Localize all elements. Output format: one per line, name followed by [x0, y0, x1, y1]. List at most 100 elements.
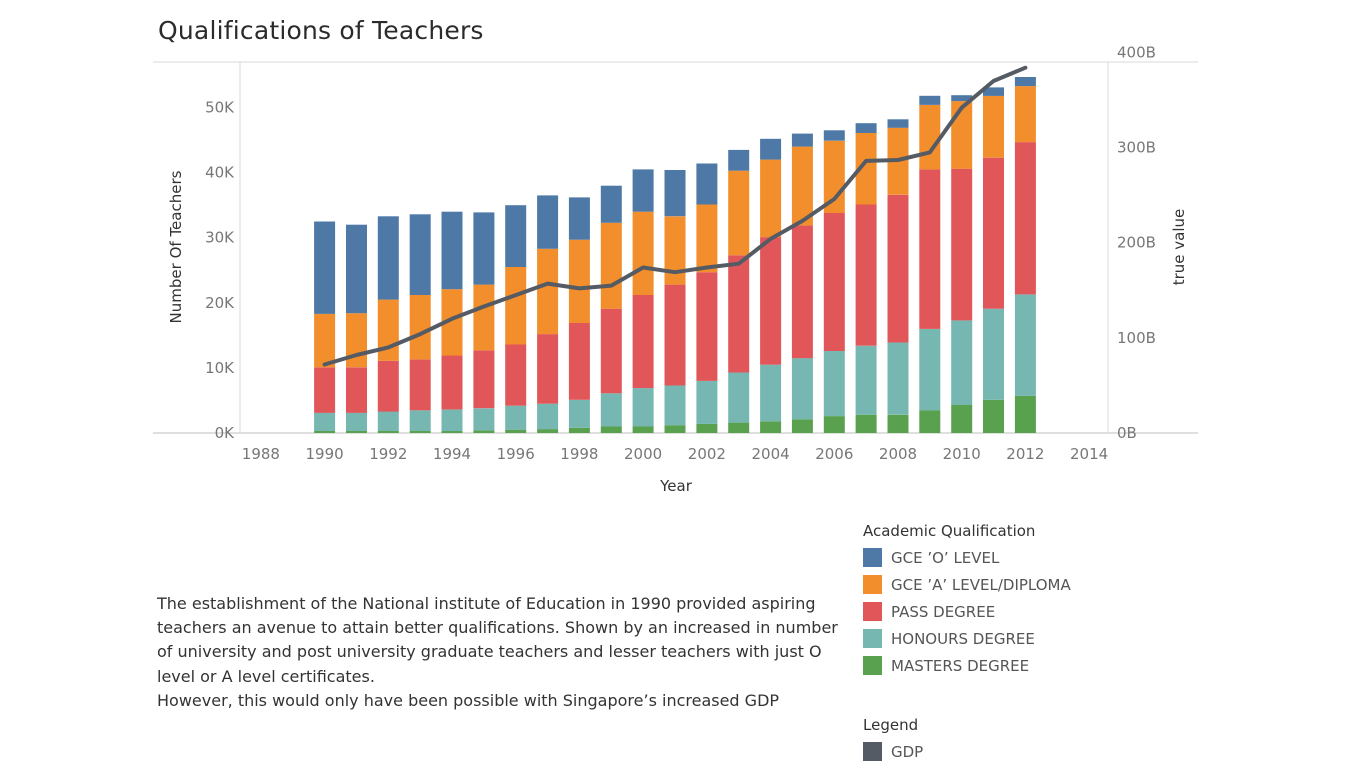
bar-stack-1994[interactable]	[441, 211, 463, 433]
bar-segment[interactable]	[632, 388, 654, 427]
bar-segment[interactable]	[951, 95, 973, 102]
bar-segment[interactable]	[568, 323, 590, 400]
bar-segment[interactable]	[346, 412, 367, 431]
bar-segment[interactable]	[473, 430, 495, 433]
bar-segment[interactable]	[760, 159, 782, 238]
bar-segment[interactable]	[505, 267, 527, 345]
bar-segment[interactable]	[568, 427, 590, 433]
bar-segment[interactable]	[823, 213, 845, 351]
bar-segment[interactable]	[441, 211, 463, 290]
gdp-line-layer[interactable]	[322, 65, 1028, 367]
bar-segment[interactable]	[791, 419, 813, 433]
bar-segment[interactable]	[441, 409, 463, 432]
bar-segment[interactable]	[600, 185, 622, 223]
bar-segment[interactable]	[632, 169, 654, 212]
bar-segment[interactable]	[791, 146, 813, 226]
bar-stack-1991[interactable]	[346, 224, 367, 433]
bar-segment[interactable]	[473, 284, 495, 351]
bar-segment[interactable]	[1014, 142, 1036, 295]
bar-segment[interactable]	[505, 429, 527, 433]
bar-segment[interactable]	[728, 372, 750, 423]
bar-segment[interactable]	[887, 119, 909, 128]
bar-stack-2003[interactable]	[728, 149, 750, 433]
bar-segment[interactable]	[823, 416, 845, 433]
bar-segment[interactable]	[600, 222, 622, 309]
bar-segment[interactable]	[664, 284, 686, 386]
bar-segment[interactable]	[887, 194, 909, 343]
bar-stack-2006[interactable]	[823, 130, 845, 433]
bar-segment[interactable]	[696, 163, 718, 205]
bar-stack-2009[interactable]	[919, 95, 941, 433]
bar-stack-2012[interactable]	[1014, 77, 1036, 433]
bar-segment[interactable]	[728, 149, 750, 171]
bar-segment[interactable]	[1014, 395, 1036, 433]
bar-segment[interactable]	[823, 130, 845, 141]
bar-segment[interactable]	[728, 170, 750, 256]
bar-segment[interactable]	[696, 423, 718, 433]
bar-segment[interactable]	[951, 320, 973, 405]
legend-item-honours-degree[interactable]: HONOURS DEGREE	[863, 625, 1071, 652]
bar-segment[interactable]	[791, 133, 813, 147]
bar-segment[interactable]	[409, 295, 431, 360]
bar-segment[interactable]	[887, 414, 909, 433]
bar-segment[interactable]	[568, 399, 590, 428]
bar-segment[interactable]	[760, 138, 782, 160]
legend-item-pass-degree[interactable]: PASS DEGREE	[863, 598, 1071, 625]
bar-segment[interactable]	[696, 204, 718, 273]
bar-segment[interactable]	[1014, 77, 1036, 87]
bar-segment[interactable]	[377, 431, 399, 433]
legend-item-masters-degree[interactable]: MASTERS DEGREE	[863, 652, 1071, 679]
legend-item-gce-o-level[interactable]: GCE ’O’ LEVEL	[863, 544, 1071, 571]
bars-layer[interactable]	[314, 77, 1036, 433]
bar-segment[interactable]	[441, 355, 463, 410]
bar-segment[interactable]	[1014, 294, 1036, 396]
bar-segment[interactable]	[696, 380, 718, 424]
bar-segment[interactable]	[600, 426, 622, 434]
bar-segment[interactable]	[760, 421, 782, 433]
legend-item-gce-a-level[interactable]: GCE ’A’ LEVEL/DIPLOMA	[863, 571, 1071, 598]
bar-segment[interactable]	[791, 358, 813, 420]
bar-segment[interactable]	[760, 364, 782, 422]
bar-segment[interactable]	[377, 216, 399, 300]
bar-segment[interactable]	[346, 431, 367, 433]
bar-stack-1993[interactable]	[409, 214, 431, 433]
bar-segment[interactable]	[983, 308, 1004, 400]
bar-stack-2008[interactable]	[887, 119, 909, 433]
bar-segment[interactable]	[409, 431, 431, 433]
bar-segment[interactable]	[664, 425, 686, 433]
bar-segment[interactable]	[983, 157, 1004, 309]
bar-segment[interactable]	[855, 132, 877, 205]
bar-segment[interactable]	[983, 399, 1004, 433]
bar-segment[interactable]	[505, 405, 527, 430]
bar-segment[interactable]	[346, 224, 367, 314]
bar-stack-1995[interactable]	[473, 212, 495, 433]
bar-segment[interactable]	[409, 359, 431, 411]
bar-segment[interactable]	[760, 237, 782, 365]
bar-segment[interactable]	[983, 87, 1004, 96]
bar-segment[interactable]	[951, 405, 973, 433]
bar-segment[interactable]	[505, 344, 527, 406]
bar-segment[interactable]	[409, 410, 431, 431]
bar-segment[interactable]	[568, 239, 590, 323]
bar-stack-2004[interactable]	[760, 138, 782, 433]
bar-segment[interactable]	[855, 204, 877, 346]
bar-segment[interactable]	[855, 414, 877, 433]
bar-segment[interactable]	[632, 211, 654, 295]
bar-stack-1990[interactable]	[314, 221, 336, 434]
bar-stack-2011[interactable]	[983, 87, 1004, 433]
bar-segment[interactable]	[377, 411, 399, 432]
bar-segment[interactable]	[314, 313, 336, 368]
bar-segment[interactable]	[728, 422, 750, 433]
bar-segment[interactable]	[314, 431, 336, 433]
bar-segment[interactable]	[473, 350, 495, 409]
bar-segment[interactable]	[855, 345, 877, 415]
bar-segment[interactable]	[919, 95, 941, 105]
bar-segment[interactable]	[441, 431, 463, 433]
bar-segment[interactable]	[346, 367, 367, 413]
bar-segment[interactable]	[791, 225, 813, 359]
legend-item-gdp[interactable]: GDP	[863, 738, 923, 765]
bar-segment[interactable]	[473, 212, 495, 285]
bar-segment[interactable]	[314, 412, 336, 431]
bar-segment[interactable]	[537, 429, 559, 433]
bar-segment[interactable]	[983, 95, 1004, 158]
